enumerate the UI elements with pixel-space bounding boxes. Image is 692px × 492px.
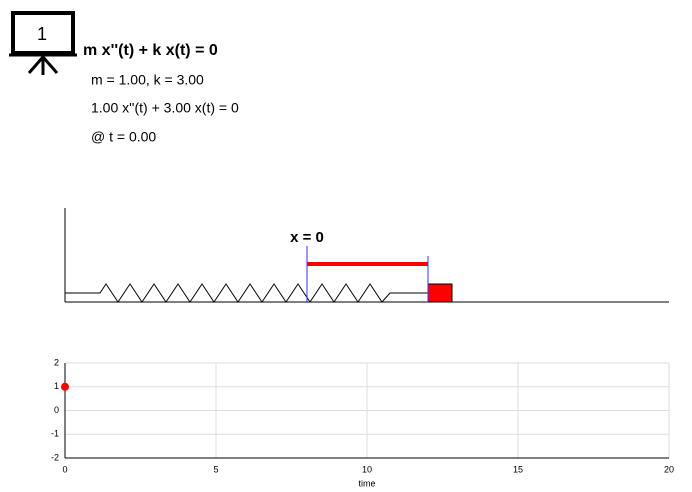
- time: @ t = 0.00: [91, 129, 156, 145]
- y-tick-label: 2: [54, 357, 59, 367]
- badge-number: 1: [37, 24, 47, 44]
- x-tick-label: 5: [213, 464, 218, 474]
- equilibrium-label: x = 0: [290, 229, 324, 246]
- equation: m x''(t) + k x(t) = 0: [83, 42, 218, 59]
- x-tick-label: 20: [664, 464, 674, 474]
- y-tick-label: -2: [51, 452, 59, 462]
- x-tick-label: 0: [62, 464, 67, 474]
- spring-scene: [64, 208, 669, 303]
- instance-equation: 1.00 x''(t) + 3.00 x(t) = 0: [91, 100, 239, 116]
- x-tick-label: 10: [362, 464, 372, 474]
- y-tick-label: 0: [54, 405, 59, 415]
- badge-icon: [9, 11, 77, 75]
- x-tick-label: 15: [513, 464, 523, 474]
- y-tick-label: 1: [54, 381, 59, 391]
- y-tick-label: -1: [51, 429, 59, 439]
- params: m = 1.00, k = 3.00: [91, 72, 204, 88]
- point: [61, 382, 69, 391]
- x-axis-label: time: [358, 478, 375, 488]
